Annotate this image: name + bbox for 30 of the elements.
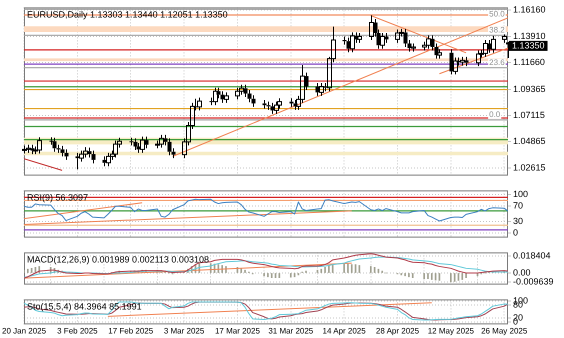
x-tick-label: 17 Feb 2025 (108, 326, 154, 336)
x-tick-label: 12 May 2025 (428, 326, 475, 336)
y-tick-label: -0.009639 (513, 276, 554, 286)
y-tick-label: 30 (513, 216, 524, 226)
chart-title: MACD(12,26,9) 0.001989 0.002113 0.003108 (27, 254, 209, 264)
y-tick-label: 0.018404 (513, 250, 551, 260)
annotation: 23.6 (489, 58, 506, 67)
annotation: 50.0 (489, 9, 506, 18)
x-tick-label: 28 Apr 2025 (376, 326, 420, 336)
x-tick-label: 3 Feb 2025 (57, 326, 98, 336)
y-tick-label: 1.09365 (513, 84, 546, 94)
annotation: 1.13350 (512, 40, 545, 50)
x-tick-label: 3 Mar 2025 (164, 326, 205, 336)
y-tick-label: 1.13910 (513, 30, 546, 41)
y-tick-label: 100 (513, 188, 528, 199)
x-tick-label: 14 Apr 2025 (322, 326, 366, 336)
annotation: 0.0 (489, 110, 501, 120)
x-tick-label: 17 Mar 2025 (214, 326, 260, 336)
y-tick-label: 1.16160 (513, 4, 546, 15)
y-tick-label: 1.02615 (513, 162, 546, 172)
y-tick-label: 1.11660 (513, 57, 545, 68)
y-tick-label: 0.00 (513, 267, 531, 278)
x-tick-label: 26 May 2025 (481, 326, 528, 336)
y-tick-label: 1.04865 (513, 136, 546, 146)
annotation: 38.2 (489, 26, 506, 35)
y-tick-label: 0 (513, 227, 518, 238)
y-tick-label: 70 (513, 200, 524, 210)
x-tick-label: 20 Jan 2025 (2, 326, 47, 336)
x-tick-label: 31 Mar 2025 (268, 326, 314, 336)
y-tick-label: 1.07115 (513, 110, 545, 120)
